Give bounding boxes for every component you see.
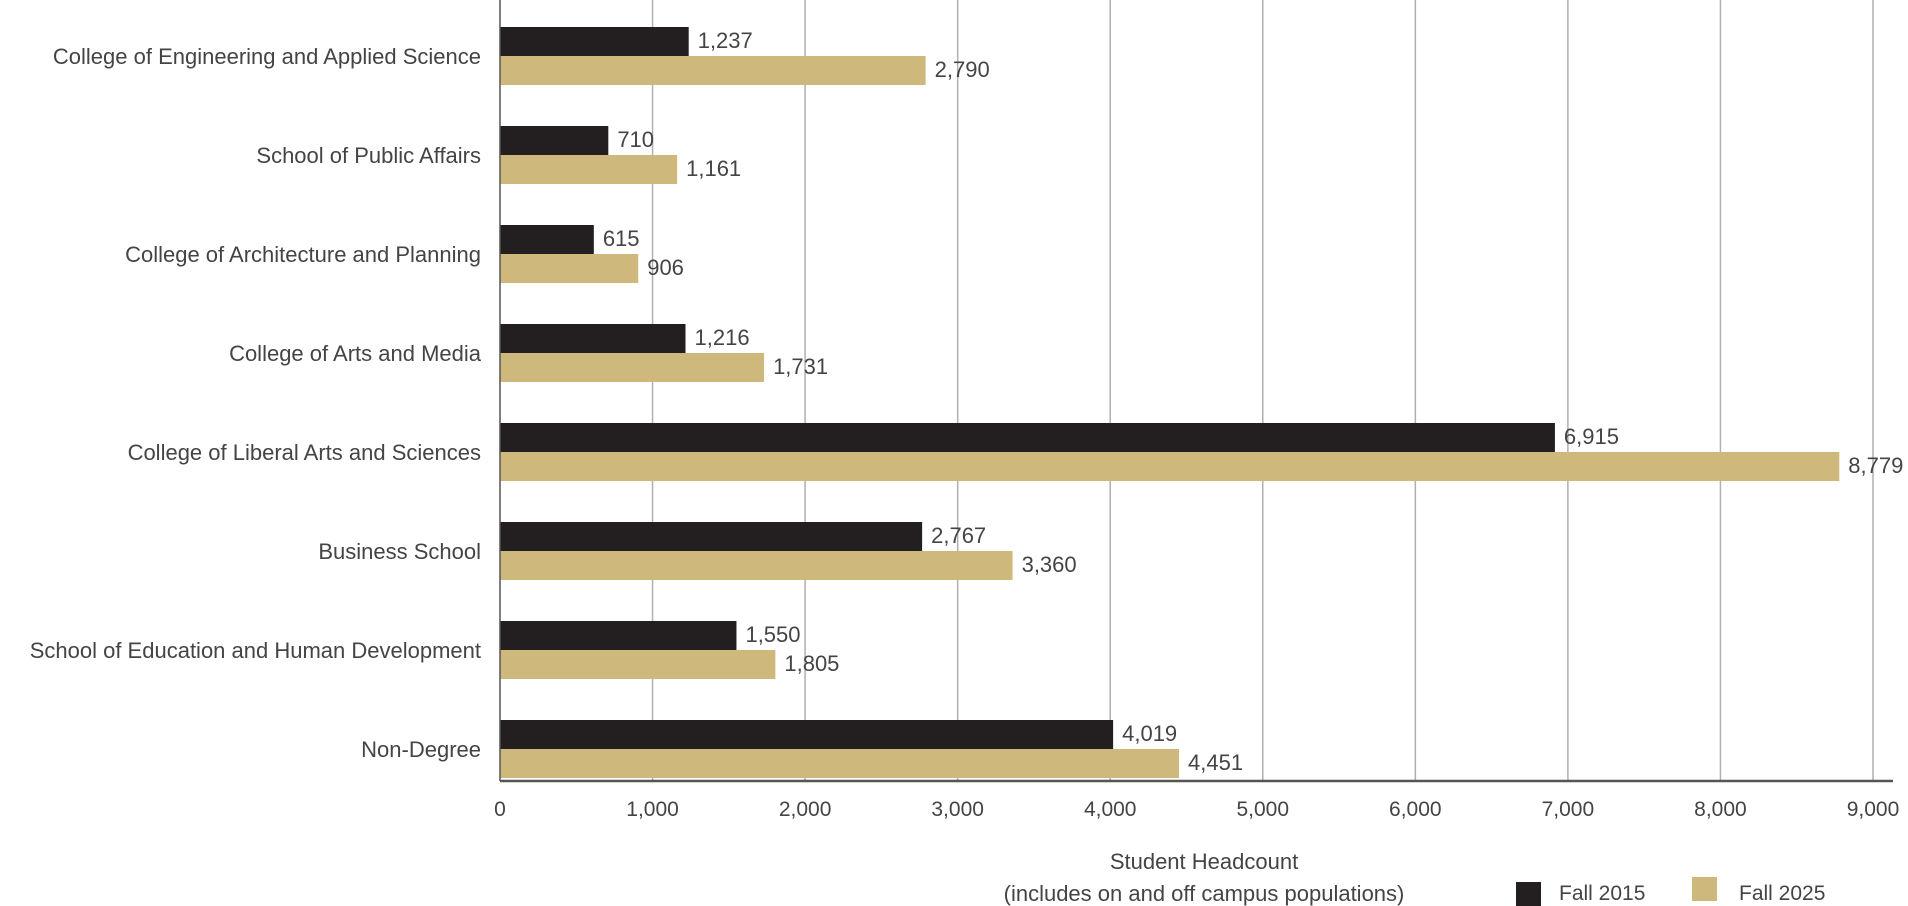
- x-tick-label: 3,000: [931, 798, 984, 821]
- x-tick-label: 1,000: [626, 798, 679, 821]
- data-label-fall-2015-college-of-architecture-and-planning: 615: [603, 226, 640, 251]
- data-label-fall-2015-college-of-arts-and-media: 1,216: [695, 325, 750, 350]
- data-label-fall-2015-school-of-public-affairs: 710: [617, 127, 654, 152]
- bar-fall-2015-business-school: [500, 522, 923, 551]
- data-label-fall-2025-non-degree: 4,451: [1188, 750, 1243, 775]
- data-label-fall-2015-business-school: 2,767: [931, 523, 986, 548]
- data-label-fall-2015-college-of-liberal-arts-and-sciences: 6,915: [1564, 424, 1619, 449]
- category-label-business-school: Business School: [318, 539, 481, 564]
- bar-fall-2015-non-degree: [500, 720, 1114, 749]
- bar-fall-2025-college-of-architecture-and-planning: [500, 254, 639, 283]
- bar-fall-2025-college-of-arts-and-media: [500, 353, 765, 382]
- bar-fall-2015-college-of-arts-and-media: [500, 324, 686, 353]
- axes: [499, 0, 1893, 783]
- data-label-fall-2025-school-of-education-and-human-development: 1,805: [784, 651, 839, 676]
- legend-label-fall-2015: Fall 2015: [1559, 882, 1645, 905]
- bar-fall-2025-school-of-public-affairs: [500, 155, 678, 184]
- data-labels: 1,237 2,790 710 1,161 615 906 1,216 1,731 6,915 8…: [603, 28, 1904, 775]
- data-label-fall-2015-school-of-education-and-human-development: 1,550: [745, 622, 800, 647]
- bar-fall-2015-college-of-liberal-arts-and-sciences: [500, 423, 1555, 452]
- gridlines: [651, 0, 1874, 781]
- category-label-college-of-architecture-and-planning: College of Architecture and Planning: [125, 242, 481, 267]
- x-tick-label: 8,000: [1694, 798, 1747, 821]
- category-label-school-of-education-and-human-development: School of Education and Human Developmen…: [30, 638, 481, 663]
- bar-fall-2015-school-of-public-affairs: [500, 126, 609, 155]
- bar-fall-2015-college-of-architecture-and-planning: [500, 225, 594, 254]
- data-label-fall-2025-college-of-liberal-arts-and-sciences: 8,779: [1848, 453, 1903, 478]
- bar-fall-2025-business-school: [500, 551, 1013, 580]
- bar-fall-2025-non-degree: [500, 749, 1180, 778]
- data-label-fall-2025-business-school: 3,360: [1022, 552, 1077, 577]
- x-tick-label: 7,000: [1542, 798, 1595, 821]
- x-axis-title: Student Headcount: [1110, 849, 1298, 874]
- legend: Fall 2015 Fall 2025: [1516, 877, 1825, 906]
- x-tick-labels: 0 1,000 2,000 3,000 4,000 5,000 6,000 7,000 8,00…: [494, 798, 1899, 821]
- data-label-fall-2025-college-of-engineering-and-applied-science: 2,790: [935, 57, 990, 82]
- x-tick-label: 2,000: [779, 798, 832, 821]
- bars: [500, 27, 1840, 778]
- data-label-fall-2015-non-degree: 4,019: [1122, 721, 1177, 746]
- bar-fall-2025-college-of-engineering-and-applied-science: [500, 56, 926, 85]
- x-tick-label: 9,000: [1847, 798, 1900, 821]
- data-label-fall-2025-school-of-public-affairs: 1,161: [686, 156, 741, 181]
- bar-fall-2025-school-of-education-and-human-development: [500, 650, 776, 679]
- data-label-fall-2025-college-of-architecture-and-planning: 906: [647, 255, 684, 280]
- legend-label-fall-2025: Fall 2025: [1739, 882, 1825, 905]
- data-label-fall-2015-college-of-engineering-and-applied-science: 1,237: [698, 28, 753, 53]
- bar-fall-2015-college-of-engineering-and-applied-science: [500, 27, 689, 56]
- category-label-school-of-public-affairs: School of Public Affairs: [256, 143, 481, 168]
- bar-fall-2015-school-of-education-and-human-development: [500, 621, 737, 650]
- x-axis-subtitle: (includes on and off campus populations): [1004, 881, 1405, 906]
- category-label-college-of-engineering-and-applied-science: College of Engineering and Applied Scien…: [53, 44, 481, 69]
- x-tick-label: 5,000: [1236, 798, 1289, 821]
- data-label-fall-2025-college-of-arts-and-media: 1,731: [773, 354, 828, 379]
- x-tick-label: 6,000: [1389, 798, 1442, 821]
- legend-swatch-fall-2025: [1692, 877, 1717, 901]
- category-label-college-of-arts-and-media: College of Arts and Media: [229, 341, 482, 366]
- category-label-college-of-liberal-arts-and-sciences: College of Liberal Arts and Sciences: [128, 440, 481, 465]
- bar-fall-2025-college-of-liberal-arts-and-sciences: [500, 452, 1840, 481]
- x-tick-label: 0: [494, 798, 506, 821]
- category-labels: College of Engineering and Applied Scien…: [30, 44, 482, 762]
- legend-swatch-fall-2015: [1516, 882, 1541, 906]
- x-tick-label: 4,000: [1084, 798, 1137, 821]
- category-label-non-degree: Non-Degree: [361, 737, 481, 762]
